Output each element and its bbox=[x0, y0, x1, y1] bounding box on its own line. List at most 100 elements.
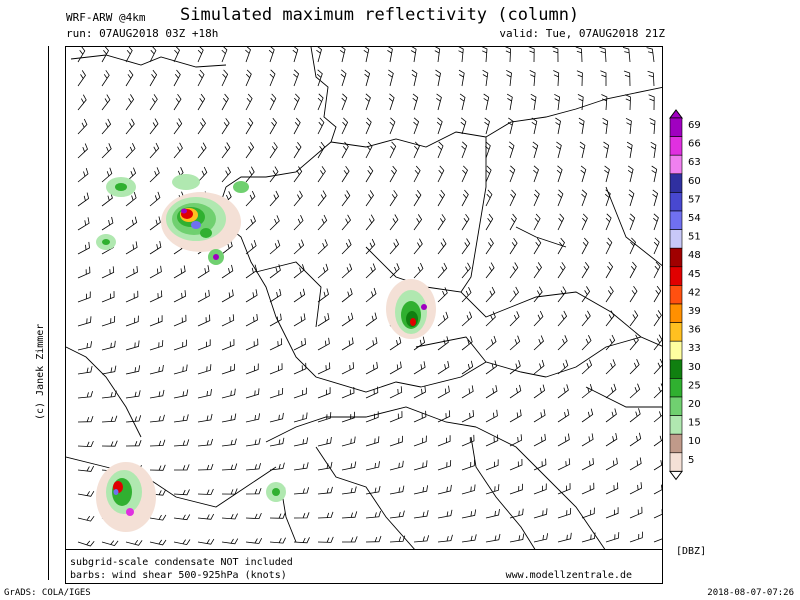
wind-barb bbox=[77, 316, 92, 327]
wind-barb bbox=[341, 239, 352, 255]
wind-barb bbox=[509, 434, 523, 447]
legend-label-51: 51 bbox=[688, 232, 701, 243]
wind-barb bbox=[77, 47, 86, 63]
wind-barb bbox=[77, 291, 91, 303]
wind-barb bbox=[341, 411, 355, 423]
wind-barb bbox=[437, 385, 450, 399]
wind-barb bbox=[413, 485, 428, 495]
wind-barb bbox=[437, 214, 446, 231]
wind-barb bbox=[629, 506, 643, 519]
wind-barb bbox=[581, 335, 592, 351]
wind-barb bbox=[365, 263, 376, 279]
wind-barb bbox=[557, 384, 569, 399]
wind-barb bbox=[149, 439, 166, 447]
wind-barb bbox=[293, 117, 301, 135]
wind-barb bbox=[581, 433, 594, 447]
wind-barb bbox=[653, 310, 662, 327]
wind-barb bbox=[533, 508, 548, 519]
wind-barb bbox=[437, 311, 449, 327]
wind-barb bbox=[245, 538, 263, 544]
wind-barb bbox=[458, 69, 465, 87]
legend-swatch-10 bbox=[669, 433, 683, 454]
wind-barb bbox=[365, 214, 375, 231]
wind-barb bbox=[485, 189, 493, 207]
wind-barb bbox=[653, 261, 661, 279]
wind-barb bbox=[365, 386, 379, 399]
wind-barb bbox=[437, 336, 449, 351]
wind-barb bbox=[197, 364, 212, 375]
legend-swatch-39 bbox=[669, 303, 683, 323]
wind-barb bbox=[605, 334, 616, 351]
legend-label-5: 5 bbox=[688, 455, 694, 466]
legend-label-45: 45 bbox=[688, 269, 701, 280]
wind-barb bbox=[341, 288, 353, 303]
wind-barb bbox=[509, 213, 517, 231]
border-france-germany bbox=[255, 261, 322, 328]
wind-barb bbox=[77, 490, 95, 497]
wind-barb bbox=[101, 540, 119, 547]
wind-barb bbox=[221, 538, 239, 545]
wind-barb bbox=[653, 285, 662, 303]
map-title: Simulated maximum reflectivity (column) bbox=[180, 5, 580, 25]
wind-barb bbox=[101, 216, 114, 231]
wind-barb bbox=[413, 238, 423, 255]
border-austria-italy bbox=[420, 361, 547, 388]
wind-barb bbox=[197, 339, 211, 351]
wind-barb bbox=[341, 190, 351, 207]
wind-barb bbox=[245, 388, 260, 399]
wind-barb bbox=[317, 461, 333, 471]
wind-barb bbox=[293, 512, 310, 519]
wind-barb bbox=[531, 117, 538, 135]
wind-barb bbox=[437, 484, 452, 495]
wind-barb bbox=[509, 335, 521, 351]
wind-barb bbox=[555, 117, 561, 135]
wind-barb bbox=[245, 413, 260, 423]
wind-barb bbox=[221, 463, 238, 471]
wind-barb bbox=[579, 141, 586, 159]
adriatic-coast-east bbox=[475, 426, 606, 549]
wind-barb bbox=[269, 437, 285, 447]
wind-barb bbox=[653, 538, 662, 543]
wind-barb bbox=[269, 537, 286, 544]
wind-barb bbox=[293, 239, 305, 255]
wind-barb bbox=[197, 118, 206, 135]
wind-barb bbox=[245, 264, 258, 279]
wind-barb bbox=[389, 535, 406, 543]
wind-barb bbox=[509, 483, 523, 495]
wind-barb bbox=[581, 189, 588, 207]
wind-barb bbox=[365, 361, 378, 375]
wind-barb bbox=[557, 433, 570, 447]
wind-barb bbox=[652, 189, 659, 207]
wind-barb bbox=[605, 286, 614, 303]
border-belarus bbox=[605, 186, 662, 266]
wind-barb bbox=[221, 339, 235, 351]
wind-barb bbox=[578, 117, 585, 135]
wind-barb bbox=[622, 47, 631, 63]
wind-barb bbox=[245, 215, 256, 231]
wind-barb bbox=[653, 408, 662, 423]
wind-barb bbox=[646, 47, 655, 63]
wind-barb bbox=[173, 389, 189, 399]
wind-barb bbox=[653, 484, 662, 495]
wind-barb bbox=[461, 238, 471, 255]
wind-barb bbox=[603, 141, 610, 159]
left-rule bbox=[48, 46, 49, 580]
wind-barb bbox=[365, 141, 373, 159]
wind-barb bbox=[629, 334, 639, 351]
wind-barb bbox=[413, 460, 428, 471]
wind-barb bbox=[173, 93, 182, 111]
wind-barb bbox=[221, 488, 238, 495]
wind-barb bbox=[507, 117, 514, 135]
wind-barb bbox=[461, 434, 475, 447]
wind-barb bbox=[77, 143, 88, 159]
wind-barb bbox=[413, 361, 426, 375]
wind-barb bbox=[125, 191, 137, 207]
wind-barb bbox=[77, 366, 93, 375]
wind-barb bbox=[341, 312, 354, 327]
wind-barb bbox=[557, 335, 568, 351]
wind-barb bbox=[437, 189, 446, 207]
wind-barb bbox=[245, 462, 261, 471]
model-label: WRF-ARW @4km bbox=[66, 11, 146, 24]
wind-barb bbox=[581, 507, 595, 519]
wind-barb bbox=[293, 313, 306, 327]
